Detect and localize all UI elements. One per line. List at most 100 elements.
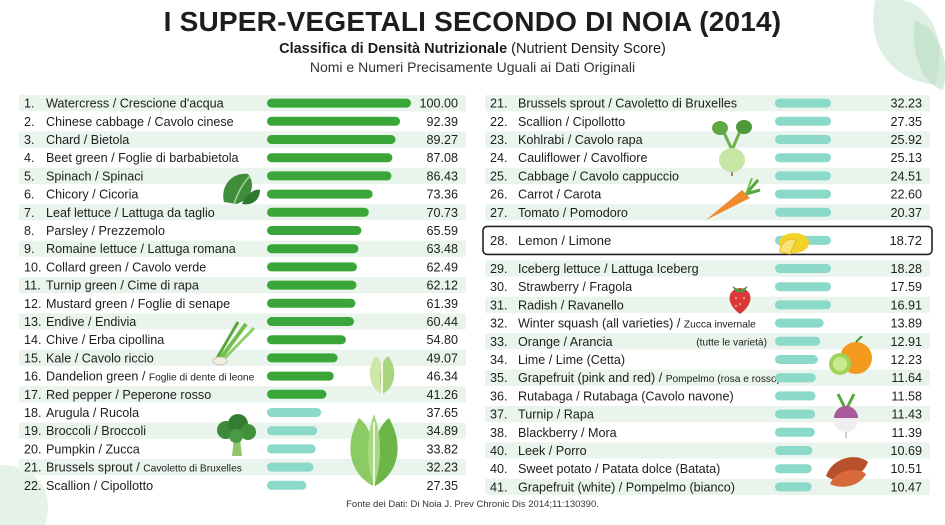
- strawberry-icon: [729, 286, 751, 314]
- bar: [775, 98, 831, 108]
- bar: [267, 262, 357, 272]
- value-label: 16.91: [890, 298, 922, 312]
- vegetable-name-label: Broccoli / Broccoli: [46, 424, 146, 438]
- vegetable-name-label: Chard / Bietola: [46, 133, 129, 147]
- value-label: 86.43: [426, 169, 458, 183]
- vegetable-name-label: Sweet potato / Patata dolce (Batata): [518, 462, 720, 476]
- sweet-potato-icon: [826, 457, 868, 487]
- rank-label: 16.: [24, 370, 42, 384]
- carrot-icon: [706, 178, 761, 220]
- vegetable-name-label: Kale / Cavolo riccio: [46, 351, 154, 365]
- vegetable-name-label: Orange / Arancia: [518, 335, 613, 349]
- value-label: 49.07: [426, 351, 458, 365]
- rank-label: 15.: [24, 351, 42, 365]
- vegetable-name-main: Kohlrabi / Cavolo rapa: [518, 133, 643, 147]
- bar: [775, 318, 824, 328]
- value-label: 12.23: [890, 353, 922, 367]
- rank-label: 38.: [490, 426, 508, 440]
- rank-label: 12.: [24, 297, 42, 311]
- vegetable-name-main: Parsley / Prezzemolo: [46, 224, 165, 238]
- value-label: 62.12: [426, 279, 458, 293]
- bar: [267, 298, 356, 308]
- rank-label: 11.: [24, 279, 41, 293]
- vegetable-name-label: Collard green / Cavolo verde: [46, 260, 206, 274]
- vegetable-name-label: Beet green / Foglie di barbabietola: [46, 151, 239, 165]
- vegetable-name-main: Tomato / Pomodoro: [518, 206, 628, 220]
- value-label: 24.51: [890, 169, 922, 183]
- bar: [775, 282, 831, 292]
- rank-label: 36.: [490, 389, 508, 403]
- value-label: 13.89: [890, 317, 922, 331]
- lemon-icon: [779, 233, 809, 255]
- value-label: 17.59: [890, 280, 922, 294]
- vegetable-name-label: Brussels sprout / Cavoletto di Bruxelles: [46, 461, 242, 475]
- vegetable-name-label: Chicory / Cicoria: [46, 188, 138, 202]
- vegetable-name-main: Pumpkin / Zucca: [46, 442, 140, 456]
- vegetable-name-main: Winter squash (all varieties) /: [518, 317, 684, 331]
- rank-label: 23.: [490, 133, 508, 147]
- vegetable-name-main: Leek / Porro: [518, 444, 587, 458]
- vegetable-name-label: Grapefruit (pink and red) / Pompelmo (ro…: [518, 371, 780, 385]
- bar: [267, 153, 393, 163]
- rank-label: 32.: [490, 317, 508, 331]
- value-label: 65.59: [426, 224, 458, 238]
- rank-label: 31.: [490, 298, 508, 312]
- value-label: 54.80: [426, 333, 458, 347]
- rank-label: 7.: [24, 206, 35, 220]
- bar: [775, 153, 831, 163]
- vegetable-name-main: Turnip green / Cime di rapa: [46, 279, 199, 293]
- vegetable-name-main: Collard green / Cavolo verde: [46, 260, 206, 274]
- subtitle-bold: Classifica di Densità Nutrizionale: [279, 41, 508, 57]
- rank-label: 40.: [490, 444, 508, 458]
- value-label: 60.44: [426, 315, 458, 329]
- value-label: 37.65: [426, 406, 458, 420]
- value-label: 100.00: [419, 97, 458, 111]
- row-band: [485, 478, 930, 495]
- bar: [267, 371, 334, 381]
- vegetable-name-main: Orange / Arancia: [518, 335, 613, 349]
- vegetable-name-small: Foglie di dente di leone: [149, 373, 255, 384]
- bar: [267, 389, 327, 399]
- napa-cabbage-icon: [369, 356, 395, 394]
- vegetable-name-main: Leaf lettuce / Lattuga da taglio: [46, 206, 215, 220]
- row-band: [485, 442, 930, 459]
- bar: [267, 335, 346, 345]
- rank-label: 4.: [24, 151, 35, 165]
- vegetable-name-main: Beet green / Foglie di barbabietola: [46, 151, 239, 165]
- vegetable-name-main: Grapefruit (pink and red) /: [518, 371, 666, 385]
- rank-label: 27.: [490, 206, 508, 220]
- vegetable-name-main: Radish / Ravanello: [518, 298, 624, 312]
- vegetable-name-label: Red pepper / Peperone rosso: [46, 388, 211, 402]
- vegetable-name-small: Pompelmo (rosa e rosso): [666, 374, 780, 385]
- rank-label: 2.: [24, 115, 35, 129]
- value-label: 11.64: [891, 371, 922, 385]
- rank-label: 30.: [490, 280, 508, 294]
- vegetable-name-main: Kale / Cavolo riccio: [46, 351, 154, 365]
- rank-label: 20.: [24, 442, 42, 456]
- value-label: 22.60: [890, 188, 922, 202]
- bar: [775, 171, 831, 181]
- vegetable-name-label: Grapefruit (white) / Pompelmo (bianco): [518, 480, 735, 494]
- bar: [267, 317, 355, 326]
- page-title: I SUPER-VEGETALI SECONDO DI NOIA (2014): [163, 6, 782, 37]
- vegetable-name-label: Mustard green / Foglie di senape: [46, 297, 230, 311]
- bar: [775, 391, 816, 401]
- vegetable-name-label: Parsley / Prezzemolo: [46, 224, 165, 238]
- bar: [775, 464, 812, 474]
- rank-label: 40.: [490, 462, 508, 476]
- value-label: 46.34: [426, 370, 458, 384]
- bar: [267, 244, 359, 254]
- rank-label: 34.: [490, 353, 508, 367]
- vegetable-name-label: Dandelion green / Foglie di dente di leo…: [46, 370, 255, 384]
- vegetable-name-label: Leaf lettuce / Lattuga da taglio: [46, 206, 215, 220]
- vegetable-name-main: Strawberry / Fragola: [518, 280, 632, 294]
- vegetable-name-label: Scallion / Cipollotto: [46, 479, 153, 493]
- bar: [267, 444, 316, 454]
- vegetable-name-label: Strawberry / Fragola: [518, 280, 632, 294]
- bar: [267, 171, 392, 181]
- vegetable-name-main: Chive / Erba cipollina: [46, 333, 164, 347]
- rank-label: 6.: [24, 188, 35, 202]
- vegetable-name-label: Tomato / Pomodoro: [518, 206, 628, 220]
- vegetable-name-note: (tutte le varietà): [696, 337, 767, 348]
- vegetable-name-label: Leek / Porro: [518, 444, 587, 458]
